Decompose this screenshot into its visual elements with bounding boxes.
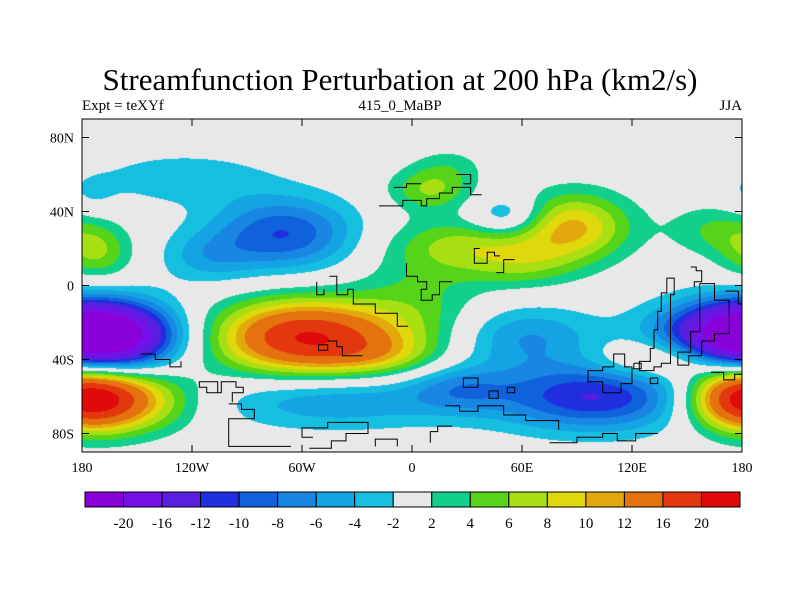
y-tick-label: 40N [50, 206, 74, 221]
colorbar-swatch [315, 491, 356, 508]
contour-field [82, 119, 742, 452]
coastline-segment [587, 353, 633, 394]
colorbar-label: 8 [544, 516, 552, 532]
coastline-segment [393, 183, 422, 188]
colorbar-swatch [431, 491, 471, 508]
colorbar-label: 2 [428, 516, 436, 532]
coastlines [140, 174, 742, 449]
colorbar-swatch [469, 491, 510, 508]
x-tick-label: 120E [617, 461, 647, 476]
colorbar-swatch [392, 491, 433, 508]
coastline-segment [140, 353, 182, 368]
x-tick-label: 180 [732, 461, 753, 476]
coastline-segment [228, 403, 291, 447]
coastline-segment [318, 344, 329, 351]
colorbar-label: 20 [694, 516, 709, 532]
colorbar-label: -6 [310, 516, 323, 532]
coastline-segment [488, 390, 499, 399]
colorbar-swatch [354, 491, 394, 508]
coastline-segment [406, 263, 453, 301]
coastline-segment [638, 277, 675, 372]
coastline-segment [549, 433, 658, 444]
colorbar-swatch [200, 491, 240, 508]
y-tick-label: 80N [50, 132, 74, 147]
colorbar-swatch [277, 491, 317, 508]
coastline-segment [329, 275, 409, 327]
y-tick-label: 40S [52, 354, 74, 369]
colorbar-label: -16 [152, 516, 172, 532]
coastline-segment [725, 290, 742, 305]
colorbar-swatch [161, 491, 202, 508]
colorbar-label: -2 [387, 516, 400, 532]
coastline-segment [677, 283, 730, 366]
colorbar: -20 -16 -12 -10 -8 -6 -4 -2 2 4 6 8 10 12 16 20 [84, 491, 741, 532]
coastline-segment [327, 340, 363, 357]
x-tick-label: 120W [175, 461, 210, 476]
y-tick-label: 0 [67, 280, 74, 295]
coastline-segment [374, 438, 398, 447]
colorbar-swatch [546, 491, 587, 508]
coastline-segment [429, 425, 453, 443]
colorbar-label: -8 [271, 516, 284, 532]
colorbar-label: -12 [191, 516, 211, 532]
colorbar-swatch [508, 491, 548, 508]
colorbar-label: 16 [655, 516, 671, 532]
colorbar-label: 10 [578, 516, 593, 532]
x-tick-label: 180 [72, 461, 93, 476]
coastline-segment [496, 259, 515, 274]
colorbar-swatch [84, 491, 125, 508]
x-tick-label: 60E [511, 461, 534, 476]
coastline-segment [445, 405, 560, 430]
season-label: JJA [719, 98, 742, 114]
contour-raster [82, 119, 742, 452]
colorbar-swatch [700, 491, 741, 508]
coastline-segment [379, 186, 482, 207]
colorbar-label: 4 [467, 516, 475, 532]
coastline-segment [456, 174, 472, 185]
colorbar-label: -20 [114, 516, 134, 532]
x-tick-label: 0 [409, 461, 416, 476]
coastline-segment [649, 377, 659, 385]
colorbar-label: -4 [348, 516, 361, 532]
x-tick-label: 60W [288, 461, 316, 476]
coastline-segment [316, 281, 325, 296]
axis-ticks: 180 120W 60W 0 60E 120E 180 80N 40N 0 40S 80S [50, 119, 753, 476]
colorbar-label: 6 [505, 516, 513, 532]
coastline-segment [198, 381, 244, 403]
y-tick-label: 80S [52, 428, 74, 443]
coastline-segment [473, 248, 500, 264]
colorbar-swatch [238, 491, 279, 508]
coastline-segment [710, 371, 742, 381]
colorbar-swatch [123, 491, 163, 508]
colorbar-label: 12 [617, 516, 632, 532]
coastline-segment [690, 266, 703, 288]
coastline-segment [301, 421, 369, 449]
coastline-segment [633, 362, 642, 370]
coastline-segment [462, 377, 479, 388]
colorbar-swatch [623, 491, 664, 508]
coastline-segment [506, 386, 516, 394]
plot-title: Streamfunction Perturbation at 200 hPa (… [102, 62, 698, 97]
colorbar-swatch [585, 491, 625, 508]
case-label: 415_0_MaBP [358, 98, 442, 114]
colorbar-swatch [662, 491, 702, 508]
experiment-label: Expt = teXYf [82, 98, 164, 114]
colorbar-label: -10 [229, 516, 249, 532]
